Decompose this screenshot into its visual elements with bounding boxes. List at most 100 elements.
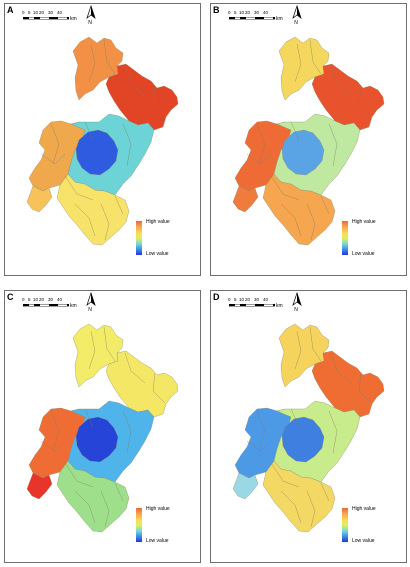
scale-tick-label: 5	[28, 297, 31, 302]
scale-tick-label: 0	[228, 10, 231, 15]
district-boundary	[122, 123, 132, 167]
scale-tick-label: 0	[228, 297, 231, 302]
north-label-d: N	[294, 307, 298, 312]
district-boundary	[309, 326, 322, 362]
scale-tick-label: 10	[33, 10, 39, 15]
choropleth-map-b	[232, 36, 385, 246]
district-boundary	[64, 175, 94, 201]
district-boundary	[40, 440, 66, 452]
district-boundary	[358, 85, 372, 117]
scale-tick-label: 20	[39, 297, 45, 302]
scale-tick-label: 30	[48, 297, 54, 302]
legend-high-label-a: High value	[146, 219, 170, 225]
legend-high-label-b: High value	[352, 219, 376, 225]
district-boundary	[88, 43, 96, 83]
district-boundary	[88, 330, 96, 370]
scale-bar-d: 0 5 10 20 30 40 km	[228, 297, 283, 309]
scale-bar-a: 0 5 10 20 30 40 km	[22, 10, 77, 22]
region-southwest	[26, 185, 53, 213]
panel-label-b: B	[213, 5, 220, 15]
district-boundary	[306, 490, 316, 528]
map-panel-d: D 0 5 10 20 30 40 km N High value Low value	[210, 290, 407, 563]
legend-a: High value Low value	[136, 215, 182, 265]
legend-color-ramp-b	[342, 221, 348, 255]
scale-tick-label: 10	[239, 297, 245, 302]
district-boundary	[290, 121, 300, 141]
scale-tick-label: 20	[245, 297, 251, 302]
scale-unit-c: km	[70, 303, 77, 309]
region-northeast	[311, 350, 385, 418]
district-boundary	[320, 195, 330, 215]
north-arrow-icon-b: N	[292, 5, 302, 25]
district-boundary	[256, 123, 266, 165]
scale-tick-label: 40	[57, 297, 63, 302]
region-center	[281, 129, 325, 176]
map-panel-b: B 0 5 10 20 30 40 km N High value Low value	[210, 3, 407, 276]
district-boundary	[330, 65, 352, 97]
district-boundary	[328, 123, 338, 167]
scale-tick-label: 10	[33, 297, 39, 302]
legend-low-label-c: Low value	[146, 538, 169, 544]
legend-color-ramp-c	[136, 508, 142, 542]
legend-low-label-b: Low value	[352, 251, 375, 257]
district-boundary	[256, 410, 266, 452]
district-boundary	[114, 195, 124, 215]
region-northeast	[105, 63, 179, 131]
district-boundary	[306, 203, 316, 241]
legend-color-ramp-d	[342, 508, 348, 542]
region-northeast	[311, 63, 385, 131]
scale-tick-label: 20	[245, 10, 251, 15]
region-center	[75, 416, 119, 463]
region-southwest	[232, 472, 259, 500]
district-boundary	[100, 203, 110, 241]
region-center	[281, 416, 325, 463]
region-southwest	[26, 472, 53, 500]
north-label-b: N	[294, 20, 298, 25]
district-boundary	[103, 326, 116, 362]
scale-tick-label: 40	[57, 10, 63, 15]
map-panel-a: A 0 5 10 20 30 40 km N High value Low value	[4, 3, 201, 276]
district-boundary	[270, 462, 300, 488]
scale-unit-b: km	[276, 16, 283, 22]
scale-tick-label: 30	[254, 297, 260, 302]
north-arrow-icon-c: N	[86, 292, 96, 312]
district-boundary	[309, 39, 322, 75]
legend-low-label-d: Low value	[352, 538, 375, 544]
scale-tick-label: 5	[234, 10, 237, 15]
scale-tick-label: 40	[263, 10, 269, 15]
legend-b: High value Low value	[342, 215, 388, 265]
scale-unit-d: km	[276, 303, 283, 309]
map-panel-c: C 0 5 10 20 30 40 km N High value Low value	[4, 290, 201, 563]
district-boundary	[330, 352, 352, 384]
legend-low-label-a: Low value	[146, 251, 169, 257]
district-boundary	[358, 372, 372, 404]
scale-tick-label: 0	[22, 297, 25, 302]
district-boundary	[280, 490, 302, 524]
scale-tick-label: 10	[239, 10, 245, 15]
region-southwest	[232, 185, 259, 213]
north-arrow-icon-d: N	[292, 292, 302, 312]
legend-d: High value Low value	[342, 502, 388, 552]
north-arrow-icon-a: N	[86, 5, 96, 25]
legend-color-ramp-a	[136, 221, 142, 255]
panel-label-d: D	[213, 292, 220, 302]
north-label-c: N	[88, 307, 92, 312]
legend-high-label-d: High value	[352, 506, 376, 512]
legend-c: High value Low value	[136, 502, 182, 552]
choropleth-map-c	[26, 323, 179, 533]
district-boundary	[84, 121, 94, 141]
district-boundary	[122, 410, 132, 454]
north-label-a: N	[88, 20, 92, 25]
district-boundary	[152, 85, 166, 117]
district-boundary	[294, 330, 302, 370]
district-boundary	[294, 43, 302, 83]
panel-label-a: A	[7, 5, 14, 15]
scale-unit-a: km	[70, 16, 77, 22]
scale-tick-label: 20	[39, 10, 45, 15]
district-boundary	[103, 39, 116, 75]
district-boundary	[74, 490, 96, 524]
district-boundary	[84, 408, 94, 428]
district-boundary	[320, 482, 330, 502]
choropleth-map-a	[26, 36, 179, 246]
